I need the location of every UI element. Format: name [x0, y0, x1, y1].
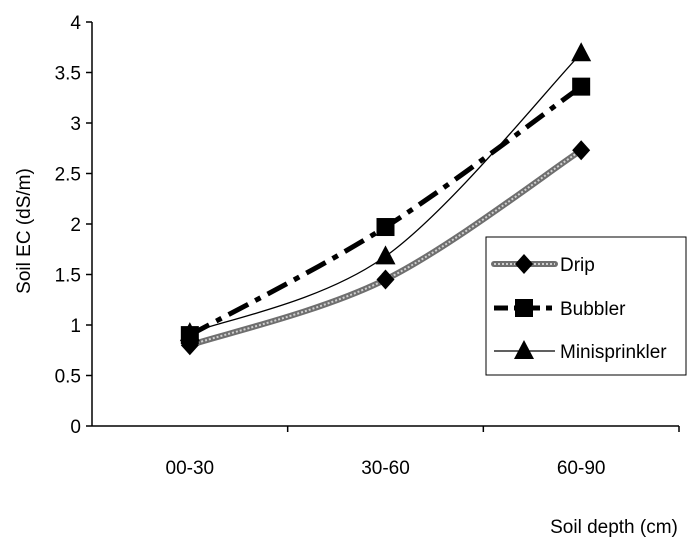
data-point-square [376, 218, 395, 237]
y-tick-label: 0.5 [55, 367, 81, 388]
y-tick-label: 3 [70, 114, 81, 135]
series-bubbler [180, 77, 591, 345]
x-tick-label: 30-60 [361, 458, 410, 479]
y-tick-label: 2.5 [55, 165, 81, 186]
y-tick-label: 3.5 [55, 64, 81, 85]
y-tick-label: 0 [70, 417, 81, 438]
legend-label: Bubbler [560, 299, 626, 320]
legend-item: Minisprinkler [494, 340, 667, 363]
data-point-triangle [179, 322, 200, 342]
legend-item: Bubbler [494, 299, 626, 320]
legend-marker [515, 254, 533, 274]
data-point-square [572, 77, 591, 96]
y-axis-title: Soil EC (dS/m) [14, 168, 35, 294]
series-layer [179, 42, 592, 356]
data-point-triangle [571, 42, 592, 62]
legend-label: Drip [560, 255, 595, 276]
x-tick-label: 00-30 [166, 458, 215, 479]
x-axis-title: Soil depth (cm) [550, 517, 678, 538]
x-axis-ticks: 00-30 30-60 60-90 [166, 426, 680, 479]
legend: Drip Bubbler Minisprinkler [485, 236, 687, 376]
x-tick-label: 60-90 [557, 458, 606, 479]
data-point-diamond [572, 140, 591, 161]
y-tick-label: 1.5 [55, 266, 81, 287]
legend-marker [514, 340, 534, 359]
data-point-diamond [376, 269, 395, 290]
legend-label: Minisprinkler [560, 342, 667, 363]
y-tick-label: 4 [70, 13, 81, 34]
y-tick-label: 1 [70, 316, 81, 337]
legend-item: Drip [491, 254, 595, 276]
y-axis-ticks: 0 0.5 1 1.5 2 2.5 3 3.5 4 [55, 13, 92, 438]
series-minisprinkler [179, 42, 592, 342]
legend-marker [515, 299, 533, 317]
y-tick-label: 2 [70, 215, 81, 236]
data-point-triangle [375, 245, 396, 265]
